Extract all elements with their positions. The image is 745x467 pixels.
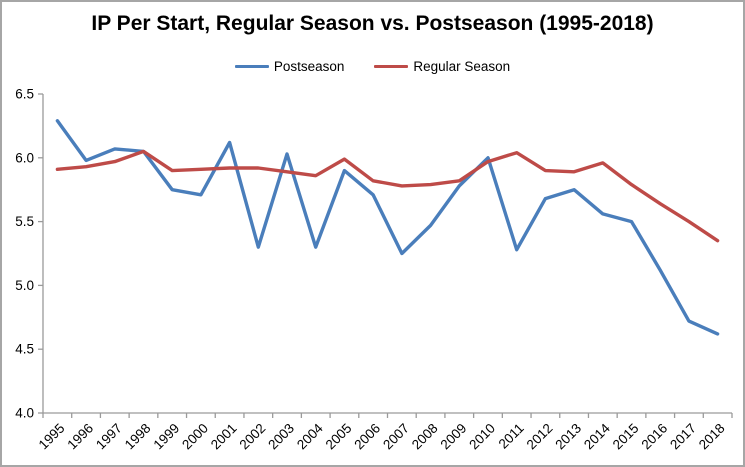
x-tick-label: 2000 [179,421,211,453]
x-tick-label: 2007 [380,421,412,453]
x-tick-label: 2011 [496,421,527,452]
x-tick-label: 2009 [438,421,470,453]
x-tick-label: 2018 [696,421,728,453]
x-tick-label: 2017 [667,421,699,453]
x-tick-label: 2002 [237,421,269,453]
x-tick-label: 1995 [36,421,68,453]
chart-title: IP Per Start, Regular Season vs. Postsea… [91,12,654,35]
x-tick-label: 1999 [150,421,182,453]
chart-legend: Postseason Regular Season [2,59,743,74]
x-tick-label: 1997 [93,421,125,453]
x-tick-label: 2016 [638,421,670,453]
x-tick-label: 2008 [409,421,441,453]
y-tick-label: 6.5 [15,87,34,102]
x-tick-label: 2006 [351,421,383,453]
y-tick-label: 5.5 [15,214,34,229]
x-tick-label: 2010 [466,421,498,453]
postseason-line [55,119,720,336]
postseason-legend-swatch-icon [234,64,269,69]
x-tick-label: 2005 [323,421,355,453]
legend-item-regular-season: Regular Season [374,59,510,74]
legend-label: Postseason [273,59,345,74]
x-tick-label: 2001 [208,421,240,453]
x-tick-label: 1996 [64,421,96,453]
y-tick-label: 4.5 [15,342,34,357]
regular-season-line [55,149,720,243]
x-tick-label: 2014 [581,420,613,452]
legend-label: Regular Season [413,59,511,74]
x-tick-label: 2013 [552,421,584,453]
x-tick-label: 2004 [294,420,326,452]
x-tick-label: 2003 [265,421,297,453]
x-tick-label: 1998 [122,421,154,453]
regular-season-legend-swatch-icon [374,64,409,69]
legend-item-postseason: Postseason [234,59,345,74]
y-tick-label: 4.0 [15,406,34,421]
y-tick-label: 6.0 [15,150,34,165]
y-tick-label: 5.0 [15,278,34,293]
x-tick-label: 2015 [610,421,642,453]
x-tick-label: 2012 [524,421,556,453]
